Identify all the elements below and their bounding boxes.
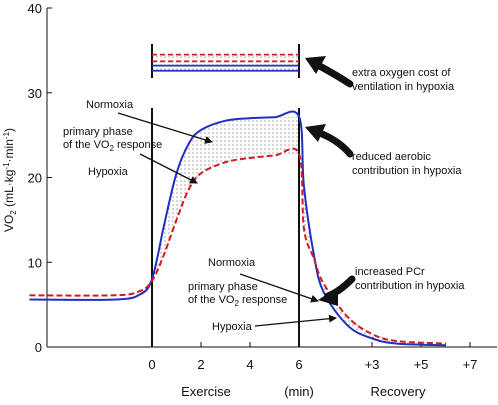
x-label-recovery: Recovery (371, 384, 426, 399)
label-primary-top: primary phase of the VO2 response (63, 126, 162, 153)
label-normoxia-top: Normoxia (86, 99, 134, 111)
y-label-base: VO (2, 215, 16, 232)
label-extra-o2-line1: extra oxygen cost of (352, 67, 451, 79)
x-tick-label: 0 (148, 357, 155, 372)
label-increased-pcr: increased PCr contribution in hypoxia (355, 266, 465, 292)
x-tick-label: +3 (365, 357, 380, 372)
arrow-normoxia-top (117, 112, 213, 144)
hypoxia-curve (29, 147, 447, 345)
label-primary-top-line2: of the VO (63, 139, 110, 151)
ventilation-dotted-band (152, 54, 299, 71)
y-tick-label: 10 (28, 255, 42, 270)
label-increased-pcr-line1: increased PCr (355, 266, 425, 278)
curved-arrow-ventilation (305, 56, 354, 88)
x-tick-label: 4 (246, 357, 253, 372)
label-primary-bottom-sub: 2 (234, 299, 239, 308)
label-hypoxia-bottom: Hypoxia (212, 321, 253, 333)
label-reduced-aerobic: reduced aerobic contribution in hypoxia (352, 151, 462, 177)
arrow-hypoxia-bottom (254, 314, 337, 327)
label-reduced-aerobic-line2: contribution in hypoxia (352, 165, 462, 177)
label-normoxia-bottom: Normoxia (208, 257, 256, 269)
y-label-sup1: -1 (2, 162, 11, 170)
y-label-sup2: -1 (2, 131, 11, 139)
label-extra-o2-line2: ventilation in hypoxia (352, 81, 455, 93)
label-primary-top-tail: response (114, 139, 162, 151)
y-axis-label: VO2 (mL·kg-1·min-1) (2, 128, 18, 232)
y-tick-label: 20 (28, 171, 42, 186)
x-label-min: (min) (284, 384, 314, 399)
label-primary-bottom-line1: primary phase (188, 281, 258, 293)
arrow-normoxia-bottom (239, 273, 319, 303)
x-tick-label: +7 (463, 357, 478, 372)
x-tick-label: 2 (197, 357, 204, 372)
y-label-sub: 2 (9, 210, 18, 215)
label-reduced-aerobic-line1: reduced aerobic (352, 151, 431, 163)
label-extra-o2: extra oxygen cost of ventilation in hypo… (352, 67, 455, 93)
x-tick-label: 6 (295, 357, 302, 372)
y-tick-label: 30 (28, 86, 42, 101)
x-tick-label: +5 (414, 357, 429, 372)
y-label-end: ) (2, 128, 16, 132)
label-primary-bottom-line2: of the VO (188, 294, 235, 306)
y-tick-group: 0 10 20 30 40 (28, 1, 52, 355)
label-primary-top-line1: primary phase (63, 126, 133, 138)
curved-arrow-pcr (318, 275, 356, 306)
y-tick-label: 40 (28, 1, 42, 16)
y-label-mid: ·min (2, 139, 16, 162)
label-primary-bottom: primary phase of the VO2 response (188, 281, 287, 308)
ventilation-cost-box (151, 44, 300, 78)
label-hypoxia-top: Hypoxia (88, 166, 129, 178)
x-label-exercise: Exercise (181, 384, 231, 399)
label-primary-bottom-tail: response (239, 294, 287, 306)
y-label-rest: (mL·kg (2, 170, 16, 211)
label-primary-top-sub: 2 (109, 144, 114, 153)
y-tick-label: 0 (35, 340, 42, 355)
curved-arrow-aerobic (305, 124, 354, 158)
label-increased-pcr-line2: contribution in hypoxia (355, 280, 465, 292)
arrow-primary-top (139, 153, 198, 184)
